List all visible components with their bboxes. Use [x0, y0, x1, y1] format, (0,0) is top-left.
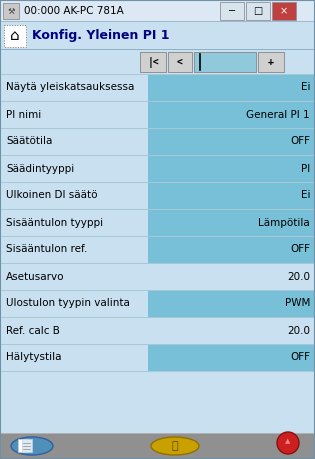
Text: Ei: Ei: [301, 190, 310, 201]
Bar: [18, 439, 28, 452]
Bar: [148, 129, 315, 155]
Ellipse shape: [277, 432, 299, 454]
Text: Säätötila: Säätötila: [6, 136, 52, 146]
Bar: [0, 317, 315, 318]
Bar: [0, 209, 315, 236]
Bar: [0, 49, 315, 50]
Bar: [0, 344, 315, 345]
Bar: [148, 263, 315, 290]
Text: Ulkoinen DI säätö: Ulkoinen DI säätö: [6, 190, 98, 201]
Bar: [258, 52, 284, 72]
Text: OFF: OFF: [290, 136, 310, 146]
Bar: [168, 52, 192, 72]
Bar: [148, 101, 315, 128]
Bar: [0, 182, 315, 183]
Text: ⚿: ⚿: [172, 441, 178, 451]
Bar: [148, 183, 315, 209]
Bar: [148, 236, 315, 263]
Ellipse shape: [151, 437, 199, 455]
Bar: [0, 155, 315, 182]
Bar: [148, 291, 315, 317]
Bar: [4, 25, 26, 47]
Bar: [0, 22, 315, 50]
Text: General PI 1: General PI 1: [246, 110, 310, 119]
Text: +: +: [268, 57, 274, 67]
Bar: [0, 317, 315, 344]
Text: Lämpötila: Lämpötila: [258, 218, 310, 228]
Text: Säädintyyppi: Säädintyyppi: [6, 163, 74, 174]
Text: Näytä yleiskatsauksessa: Näytä yleiskatsauksessa: [6, 83, 135, 93]
Bar: [0, 290, 315, 317]
Text: PWM: PWM: [285, 298, 310, 308]
Text: Asetusarvo: Asetusarvo: [6, 272, 65, 281]
Bar: [0, 21, 315, 22]
Bar: [22, 439, 32, 452]
Bar: [272, 2, 296, 20]
Text: OFF: OFF: [290, 245, 310, 254]
Text: 00:000 AK-PC 781A: 00:000 AK-PC 781A: [24, 6, 124, 16]
Bar: [0, 155, 315, 156]
Text: □: □: [253, 6, 263, 16]
Bar: [0, 182, 315, 209]
Ellipse shape: [11, 437, 53, 455]
Bar: [0, 433, 315, 459]
Text: PI nimi: PI nimi: [6, 110, 41, 119]
Text: PI: PI: [301, 163, 310, 174]
Text: ⌂: ⌂: [10, 28, 20, 44]
Text: ⚒: ⚒: [7, 6, 15, 16]
Text: Sisääntulon tyyppi: Sisääntulon tyyppi: [6, 218, 103, 228]
Bar: [0, 101, 315, 128]
Text: Sisääntulon ref.: Sisääntulon ref.: [6, 245, 87, 254]
Text: ▲: ▲: [285, 438, 291, 444]
Text: ×: ×: [280, 6, 288, 16]
Bar: [0, 433, 315, 434]
Bar: [148, 156, 315, 182]
Text: Ulostulon tyypin valinta: Ulostulon tyypin valinta: [6, 298, 130, 308]
Bar: [148, 209, 315, 236]
Bar: [0, 128, 315, 129]
Bar: [148, 74, 315, 101]
Text: OFF: OFF: [290, 353, 310, 363]
Text: |<: |<: [147, 56, 159, 67]
Text: 20.0: 20.0: [287, 272, 310, 281]
Bar: [0, 263, 315, 290]
Bar: [3, 3, 19, 19]
Bar: [0, 344, 315, 371]
Bar: [0, 290, 315, 291]
Bar: [194, 52, 256, 72]
Bar: [148, 345, 315, 371]
Bar: [0, 128, 315, 155]
Text: −: −: [228, 6, 236, 16]
Bar: [148, 318, 315, 344]
Bar: [0, 74, 315, 101]
Bar: [0, 50, 315, 74]
Text: <: <: [177, 57, 183, 67]
Bar: [0, 236, 315, 263]
Text: 20.0: 20.0: [287, 325, 310, 336]
Bar: [220, 2, 244, 20]
Text: Ref. calc B: Ref. calc B: [6, 325, 60, 336]
Bar: [0, 0, 315, 22]
Text: Hälytystila: Hälytystila: [6, 353, 61, 363]
Bar: [140, 52, 166, 72]
Text: Ei: Ei: [301, 83, 310, 93]
Bar: [246, 2, 270, 20]
Text: Konfig. Yleinen PI 1: Konfig. Yleinen PI 1: [32, 29, 169, 43]
